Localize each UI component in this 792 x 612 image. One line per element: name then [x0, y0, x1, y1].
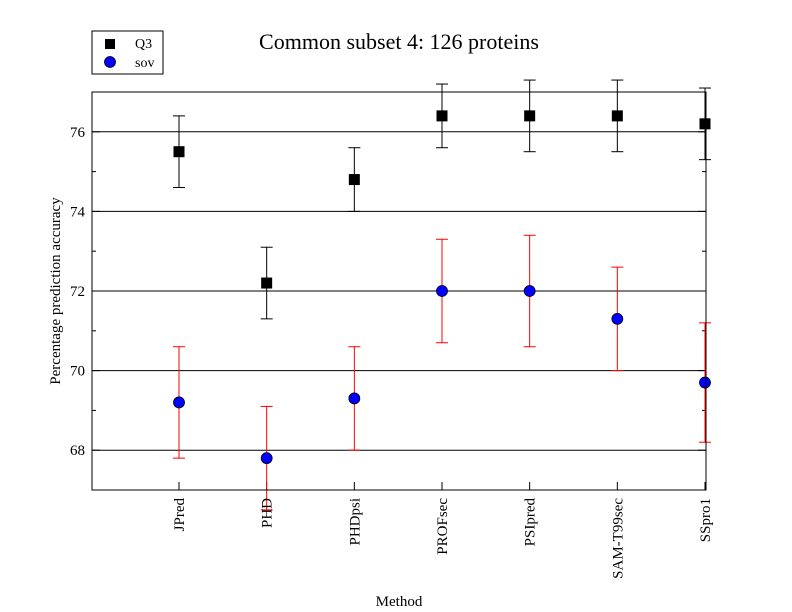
- legend-sov-marker: [104, 56, 116, 68]
- data-point-Q3: [348, 174, 360, 186]
- x-tick-label: PSIpred: [523, 498, 539, 547]
- x-tick-label: PHD: [260, 498, 276, 528]
- gridlines: [92, 131, 706, 451]
- data-point-Q3: [261, 277, 273, 289]
- data-point-sov: [523, 285, 536, 297]
- x-tick-label: JPred: [172, 498, 188, 532]
- y-tick-label: 76: [70, 125, 86, 141]
- y-tick-label: 74: [70, 204, 86, 220]
- data-point-Q3: [699, 118, 711, 130]
- data-point-Q3: [173, 146, 185, 158]
- data-point-Q3: [611, 110, 623, 122]
- y-axis-label: Percentage prediction accuracy: [48, 197, 64, 385]
- y-tick-label: 68: [70, 443, 85, 459]
- y-tick-label: 72: [70, 284, 85, 300]
- x-axis-label: Method: [376, 594, 423, 610]
- data-point-Q3: [436, 110, 448, 122]
- data-points: [173, 110, 711, 465]
- data-point-sov: [260, 452, 273, 465]
- x-tick-label: PHDpsi: [347, 498, 363, 546]
- legend-q3-label: Q3: [135, 37, 152, 52]
- data-point-sov: [173, 396, 185, 409]
- error-bars: [173, 79, 711, 511]
- chart-title: Common subset 4: 126 proteins: [259, 29, 539, 54]
- data-point-Q3: [524, 110, 536, 122]
- y-tick-labels: 68 70 72 74 76: [70, 125, 86, 459]
- data-point-sov: [436, 285, 448, 297]
- legend-q3-marker: [105, 39, 115, 49]
- data-point-sov: [348, 392, 361, 405]
- x-tick-label: SAM-T99sec: [610, 498, 626, 579]
- data-point-sov: [699, 376, 711, 389]
- legend: Q3 sov: [91, 30, 164, 75]
- y-tick-label: 70: [70, 364, 85, 380]
- x-tick-label: PROFsec: [435, 498, 451, 555]
- legend-sov-label: sov: [135, 56, 154, 71]
- legend-box: [91, 30, 164, 75]
- x-tick-label: SSpro1: [698, 498, 714, 542]
- data-point-sov: [611, 312, 624, 325]
- plot-frame: [91, 91, 707, 491]
- x-tick-labels: JPred PHD PHDpsi PROFsec PSIpred SAM-T99sec SS…: [172, 498, 714, 579]
